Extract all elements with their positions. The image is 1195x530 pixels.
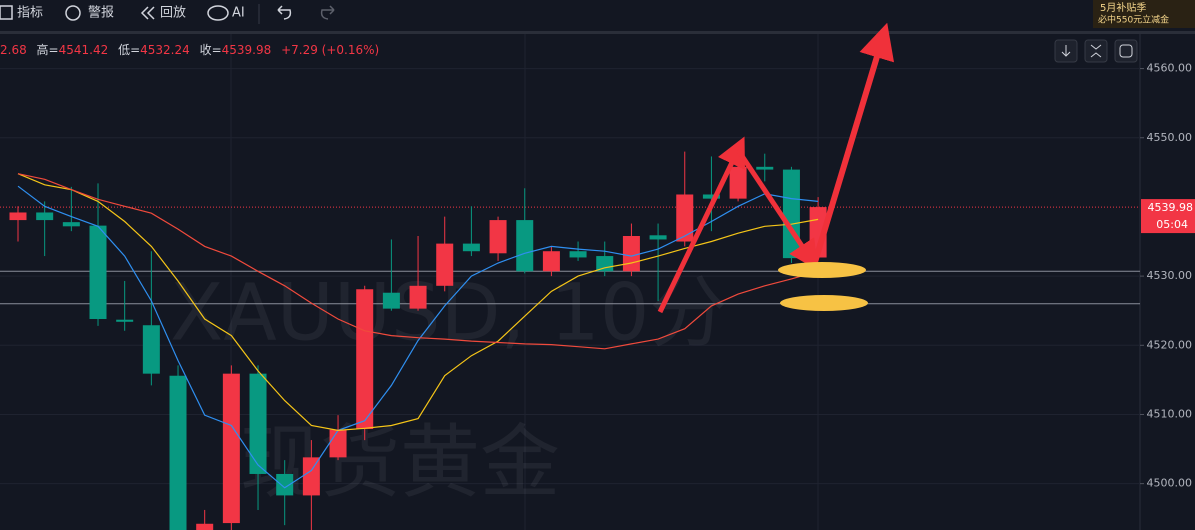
candle-body bbox=[116, 319, 134, 322]
highlight bbox=[778, 262, 866, 278]
candle-body bbox=[436, 243, 454, 286]
icon bbox=[1090, 44, 1102, 58]
candle-body bbox=[596, 256, 614, 272]
toolbar: 指标 警报 回放 AI 5月补贴季 必中550元立减金 bbox=[0, 0, 1195, 34]
price-axis: 4500.00 4510.00 4520.00 4530.00 4550.00 4560.… bbox=[1140, 62, 1195, 490]
icon bbox=[140, 6, 155, 20]
candle-body bbox=[462, 243, 480, 252]
candle-body bbox=[409, 285, 427, 309]
price-label: 4539.98 bbox=[1148, 201, 1194, 214]
info-value: +7.29 (+0.16%) bbox=[281, 43, 379, 57]
icon bbox=[0, 5, 13, 20]
candle-body bbox=[356, 289, 374, 430]
candle-body bbox=[756, 166, 774, 170]
ma-line bbox=[17, 173, 819, 432]
button[interactable] bbox=[1114, 39, 1138, 63]
candle-body bbox=[729, 166, 747, 199]
plot bbox=[0, 141, 1140, 530]
y-tick-label: 4500.00 bbox=[1147, 477, 1193, 490]
promo-text: 5月补贴季 bbox=[1100, 1, 1146, 14]
chart-buttons bbox=[1054, 39, 1138, 63]
ohlc-info: 2.68 高=4541.42 低=4532.24 收=4539.98 +7.29… bbox=[0, 42, 379, 57]
ma-line bbox=[17, 173, 819, 350]
info-label: 高= bbox=[37, 42, 59, 57]
y-tick-label: 4550.00 bbox=[1147, 131, 1193, 144]
candle-body bbox=[302, 457, 320, 496]
annotations bbox=[657, 22, 895, 314]
arrow bbox=[812, 22, 895, 263]
candle-body bbox=[329, 429, 347, 458]
candle-body bbox=[649, 235, 667, 240]
redo[interactable] bbox=[320, 5, 335, 20]
highlight bbox=[780, 295, 868, 311]
ma-line bbox=[17, 185, 819, 489]
candle-body bbox=[276, 473, 294, 496]
toolbar-bg bbox=[0, 0, 1195, 31]
promo-text: 必中550元立减金 bbox=[1098, 14, 1169, 26]
arrow bbox=[735, 148, 819, 271]
candle-body bbox=[676, 194, 694, 242]
candle-body bbox=[382, 292, 400, 309]
candle-body bbox=[622, 235, 640, 272]
icon bbox=[1119, 44, 1133, 58]
y-tick-label: 4520.00 bbox=[1147, 338, 1193, 351]
candle-body bbox=[89, 225, 107, 320]
tool-button[interactable]: AI bbox=[232, 6, 245, 21]
icon bbox=[207, 5, 229, 21]
candle-body bbox=[196, 523, 214, 530]
candle-body bbox=[542, 251, 560, 272]
candle-body bbox=[569, 251, 587, 258]
watermark: 现货黄金 bbox=[240, 416, 560, 509]
candle-body bbox=[169, 375, 187, 530]
info-value: 2.68 bbox=[0, 43, 27, 57]
info-label: 低= bbox=[118, 43, 140, 57]
arrow bbox=[657, 136, 746, 314]
candle-body bbox=[249, 373, 267, 474]
candle-body bbox=[782, 169, 800, 259]
countdown: 05:04 bbox=[1156, 218, 1188, 231]
tool-button[interactable]: 指标 bbox=[17, 6, 43, 21]
candle-body bbox=[489, 220, 507, 254]
candle-body bbox=[36, 212, 54, 221]
candle-body bbox=[702, 194, 720, 199]
info-value: 4532.24 bbox=[140, 43, 190, 57]
candle-body bbox=[222, 373, 240, 524]
undo[interactable] bbox=[277, 5, 292, 20]
candle-body bbox=[62, 222, 80, 227]
price-label-bg bbox=[1141, 199, 1195, 234]
button[interactable] bbox=[1084, 39, 1108, 63]
info-value: 4541.42 bbox=[59, 43, 109, 57]
candle-body bbox=[142, 325, 160, 374]
candle-body bbox=[516, 220, 534, 272]
candle-body bbox=[9, 212, 27, 221]
grid bbox=[0, 68, 1140, 485]
y-tick-label: 4560.00 bbox=[1147, 62, 1193, 75]
y-tick-label: 4510.00 bbox=[1147, 407, 1193, 420]
info-label: 收= bbox=[200, 43, 222, 57]
divider bbox=[0, 31, 1195, 34]
promo-banner[interactable] bbox=[1093, 0, 1195, 28]
y-tick-label: 4530.00 bbox=[1147, 269, 1193, 282]
tool-button[interactable]: 警报 bbox=[88, 5, 114, 21]
info-value: 4539.98 bbox=[222, 43, 272, 57]
tool-button[interactable]: 回放 bbox=[160, 6, 186, 21]
icon bbox=[1061, 45, 1071, 57]
icon bbox=[65, 5, 81, 21]
